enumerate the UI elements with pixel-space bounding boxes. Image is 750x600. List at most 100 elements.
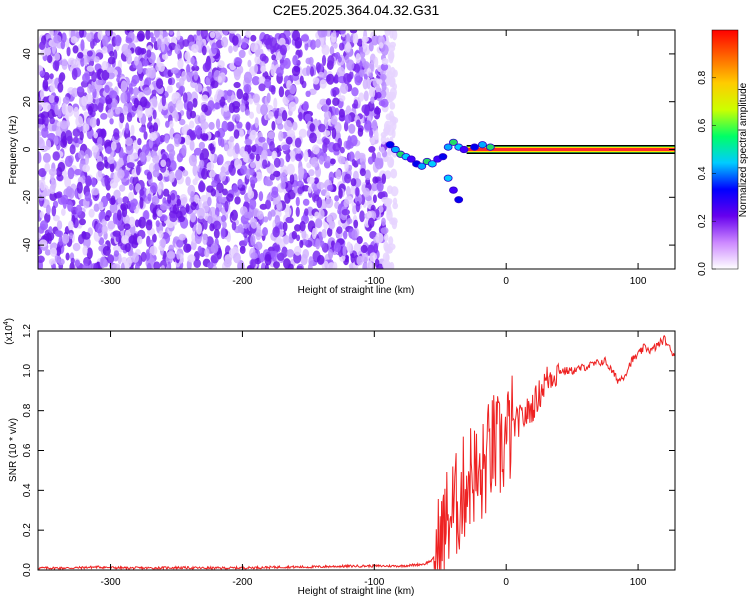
spectrogram-y-label: Frequency (Hz) (8, 116, 19, 185)
spectrogram-noise-mark (373, 107, 382, 115)
spectrogram-noise-mark (254, 54, 261, 65)
spectrogram-noise-mark (378, 205, 384, 213)
spectrogram-noise-mark (287, 189, 296, 200)
spectrogram-noise-mark (152, 212, 158, 220)
spectrogram-noise-mark (48, 226, 53, 234)
spectrogram-noise-mark (201, 168, 209, 180)
spectrogram-noise-mark (210, 80, 219, 89)
spectrogram-noise-mark (334, 122, 342, 133)
spectrogram-noise-mark (84, 153, 90, 165)
spectrogram-noise-mark (361, 38, 367, 50)
snr-panel: -300 -200 -100 0 100 0.0 0.2 0.4 0.6 0.8 1.0 1.2 H… (3, 318, 676, 597)
spectrogram-noise-mark (338, 155, 346, 165)
spectrogram-noise-mark (72, 45, 79, 54)
spectrogram-noise-mark (125, 37, 133, 44)
spectrogram-noise-mark (160, 159, 167, 168)
spectrogram-noise-mark (160, 203, 168, 211)
spectrogram-noise-mark (38, 226, 45, 234)
spectrogram-noise-mark (280, 172, 287, 184)
spectrogram-noise-mark (79, 131, 84, 141)
spectrogram-noise-mark (392, 120, 397, 131)
spectrogram-noise-mark (64, 155, 73, 167)
spectrogram-noise-mark (282, 221, 288, 232)
spectrogram-noise-mark (44, 212, 51, 223)
spectrogram-noise-mark (79, 30, 85, 38)
spectrogram-noise-mark (175, 100, 184, 111)
spectrogram-noise-mark (234, 142, 240, 155)
spectrogram-noise-mark (283, 234, 290, 245)
spectrogram-noise-mark (355, 151, 360, 159)
spectrogram-noise-mark (206, 161, 215, 171)
spectrogram-noise-mark (193, 194, 200, 204)
spectrogram-noise-mark (271, 150, 278, 160)
spectrogram-noise-mark (211, 42, 218, 55)
spectrogram-noise-mark (93, 203, 100, 212)
spectrogram-noise-mark (297, 166, 305, 177)
spectrogram-noise-mark (388, 236, 394, 246)
spectrogram-noise-mark (390, 186, 399, 197)
spectrogram-noise-mark (253, 63, 259, 74)
spectrogram-noise-mark (340, 83, 349, 94)
spectrogram-noise-mark (140, 251, 147, 262)
spectrogram-noise-mark (193, 258, 202, 269)
spectrogram-noise-mark (262, 226, 268, 237)
y-tick-label: -20 (22, 190, 33, 205)
spectrogram-noise-mark (278, 130, 284, 142)
spectrogram-noise-mark (98, 201, 104, 209)
spectrogram-noise-mark (117, 209, 122, 221)
spectrogram-noise-mark (64, 176, 72, 188)
spectrogram-noise-mark (132, 140, 138, 150)
spectrogram-noise-mark (197, 207, 205, 220)
spectrogram-noise-mark (192, 178, 198, 186)
spectrogram-noise-mark (281, 110, 288, 122)
spectrogram-noise-mark (190, 56, 195, 65)
colorbar-tick-label: 0.4 (697, 166, 708, 180)
spectrogram-noise-mark (341, 208, 350, 216)
spectrogram-noise-mark (330, 115, 338, 125)
spectrogram-noise-mark (250, 42, 259, 53)
spectrogram-noise-mark (249, 161, 256, 169)
spectrogram-noise-mark (145, 30, 151, 41)
spectrogram-noise-mark (386, 204, 392, 216)
y-tick-label: -40 (22, 237, 33, 252)
spectrogram-noise-mark (267, 193, 272, 201)
spectrogram-noise-mark (182, 92, 188, 103)
spectrogram-noise-mark (368, 146, 376, 153)
spectrogram-noise-mark (143, 87, 152, 96)
spectrogram-noise-mark (72, 136, 80, 144)
spectrogram-noise-mark (198, 141, 206, 150)
spectrogram-noise-mark (160, 265, 166, 269)
spectrogram-noise-mark (57, 161, 66, 172)
spectrogram-noise-mark (113, 128, 120, 137)
spectrogram-noise-mark (218, 191, 223, 203)
spectrogram-noise-mark (351, 158, 356, 167)
spectrogram-noise-mark (45, 204, 51, 215)
spectrogram-noise-mark (83, 56, 88, 67)
spectrogram-noise-mark (266, 92, 271, 104)
spectrogram-noise-mark (188, 154, 197, 167)
spectrogram-noise-mark (146, 49, 152, 58)
spectrogram-noise-mark (128, 235, 136, 244)
spectrogram-noise-mark (117, 169, 125, 179)
spectrogram-noise-mark (273, 170, 281, 178)
spectrogram-noise-mark (82, 72, 91, 83)
spectrogram-noise-mark (349, 30, 358, 34)
spectrogram-noise-mark (132, 87, 139, 97)
spectrogram-noise-mark (51, 124, 57, 132)
spectrogram-noise-mark (179, 85, 185, 94)
spectrogram-noise-mark (336, 66, 346, 79)
spectrogram-noise-mark (212, 220, 222, 231)
spectrogram-noise-mark (176, 30, 181, 41)
spectrogram-noise-mark (213, 103, 222, 110)
spectrogram-noise-mark (49, 242, 58, 249)
spectrogram-noise-mark (58, 74, 64, 85)
spectrogram-noise-mark (170, 192, 176, 201)
spectrogram-noise-mark (155, 78, 164, 89)
spectrogram-noise-mark (249, 129, 257, 139)
spectrogram-noise-mark (60, 39, 66, 50)
spectrogram-noise-mark (264, 179, 274, 187)
spectrogram-noise-mark (146, 171, 153, 180)
spectrogram-noise-mark (314, 211, 320, 219)
spectrogram-noise-mark (323, 160, 331, 169)
spectrogram-noise-mark (381, 57, 389, 65)
